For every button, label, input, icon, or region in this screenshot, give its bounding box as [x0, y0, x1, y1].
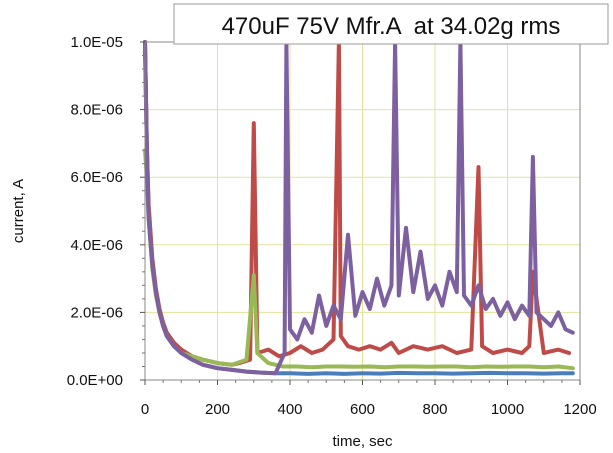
- series-line-3: [143, 148, 575, 371]
- chart-title: 470uF 75V Mfr.A at 34.02g rms: [222, 13, 561, 40]
- y-tick-label: 8.0E-06: [70, 102, 123, 119]
- x-tick-label: 1000: [491, 401, 524, 418]
- y-axis-tick-labels: 0.0E+00 2.0E-06 4.0E-06 6.0E-06 8.0E-06 1.0E-…: [67, 34, 123, 389]
- y-tick-label: 0.0E+00: [67, 372, 123, 389]
- x-tick-label: 800: [422, 401, 447, 418]
- y-tick-label: 2.0E-06: [70, 304, 123, 321]
- y-axis-title: current, A: [10, 179, 27, 243]
- series-line-1: [143, 40, 575, 376]
- y-tick-label: 4.0E-06: [70, 237, 123, 254]
- y-tick-label: 6.0E-06: [70, 169, 123, 186]
- y-tick-label: 1.0E-05: [70, 34, 123, 51]
- series-lines: [143, 40, 575, 376]
- grid: [145, 42, 580, 380]
- x-tick-label: 600: [350, 401, 375, 418]
- chart-title-box: [173, 3, 609, 45]
- x-axis-tick-labels: 0 200 400 600 800 1000 1200: [141, 401, 597, 418]
- x-tick-label: 200: [205, 401, 230, 418]
- x-tick-label: 400: [277, 401, 302, 418]
- x-tick-label: 1200: [563, 401, 596, 418]
- x-axis-title: time, sec: [332, 433, 393, 450]
- series-line-4: [143, 40, 575, 376]
- axis-tick-marks: [140, 41, 581, 385]
- x-tick-label: 0: [141, 401, 149, 418]
